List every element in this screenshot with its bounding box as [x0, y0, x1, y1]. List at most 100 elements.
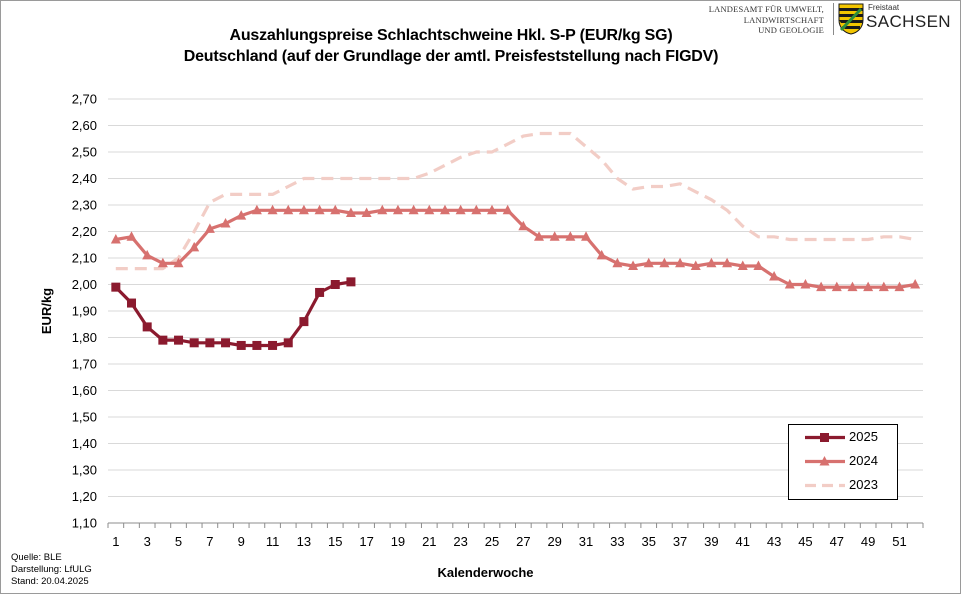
data-point-2024 — [581, 231, 592, 241]
state-label-small: Freistaat — [868, 3, 900, 12]
x-axis-title: Kalenderwoche — [437, 565, 533, 580]
data-point-2024 — [377, 204, 388, 215]
agency-logo-text: LANDESAMT FÜR UMWELT, LANDWIRTSCHAFT UND… — [664, 4, 824, 36]
data-point-2024 — [142, 249, 153, 260]
data-point-2025 — [189, 338, 199, 348]
x-tick-label: 3 — [144, 534, 151, 549]
y-tick-label: 2,50 — [72, 145, 97, 160]
data-point-2024 — [392, 204, 403, 215]
data-point-2024 — [910, 279, 921, 289]
saxony-crest-icon — [838, 3, 864, 35]
series-line-2024 — [115, 208, 916, 289]
data-point-2025 — [252, 340, 262, 350]
data-point-2024 — [204, 223, 215, 233]
data-point-2025 — [283, 338, 293, 348]
x-tick-label: 7 — [206, 534, 213, 549]
data-point-2024 — [314, 204, 325, 215]
x-tick-label: 27 — [516, 534, 530, 549]
data-point-2024 — [831, 281, 842, 292]
y-tick-label: 1,30 — [72, 463, 97, 478]
source-darstellung: Darstellung: LfULG — [11, 564, 92, 575]
data-point-2024 — [737, 260, 748, 270]
data-point-2024 — [847, 281, 858, 292]
data-point-2024 — [267, 204, 278, 215]
data-point-2024 — [534, 231, 545, 241]
agency-line-1: LANDESAMT FÜR UMWELT, — [708, 4, 824, 14]
data-point-2024 — [800, 279, 811, 289]
data-point-2025 — [315, 287, 325, 297]
legend-item-2025: 2025 — [789, 426, 897, 450]
y-axis-title: EUR/kg — [39, 288, 54, 334]
x-tick-label: 33 — [610, 534, 624, 549]
legend-swatch-2023 — [805, 483, 845, 488]
series-line-2025 — [114, 280, 352, 348]
chart-title-line1: Auszahlungspreise Schlachtschweine Hkl. … — [229, 27, 673, 44]
data-point-2024 — [220, 218, 231, 228]
x-tick-label: 41 — [736, 534, 750, 549]
x-tick-label: 47 — [830, 534, 844, 549]
data-point-2024 — [330, 204, 341, 215]
legend-label-2023: 2023 — [849, 477, 878, 492]
data-point-2024 — [361, 207, 372, 217]
data-point-2024 — [173, 257, 184, 268]
data-point-2024 — [345, 207, 356, 217]
legend-label-2025: 2025 — [849, 429, 878, 444]
x-tick-label: 37 — [673, 534, 687, 549]
x-tick-label: 17 — [359, 534, 373, 549]
x-tick-label: 31 — [579, 534, 593, 549]
data-point-2024 — [596, 249, 607, 260]
legend-swatch-2024 — [805, 456, 845, 466]
data-point-2024 — [298, 204, 309, 215]
y-tick-label: 1,40 — [72, 436, 97, 451]
data-point-2024 — [157, 257, 168, 268]
x-tick-label: 25 — [485, 534, 499, 549]
data-point-2024 — [110, 233, 121, 244]
data-point-2025 — [205, 338, 215, 348]
logo-divider — [833, 3, 834, 35]
data-point-2024 — [486, 204, 497, 215]
data-point-2024 — [628, 260, 639, 270]
y-tick-label: 2,60 — [72, 118, 97, 133]
data-point-2024 — [612, 257, 623, 268]
data-point-2024 — [283, 204, 294, 215]
data-point-2025 — [299, 317, 309, 327]
state-label-big: SACHSEN — [866, 12, 951, 31]
y-tick-label: 2,00 — [72, 277, 97, 292]
data-point-2024 — [675, 257, 686, 268]
data-point-2024 — [659, 257, 670, 268]
data-point-2024 — [455, 204, 466, 215]
data-point-2024 — [408, 204, 419, 215]
data-point-2024 — [722, 257, 733, 268]
y-tick-label: 1,70 — [72, 357, 97, 372]
y-tick-label: 2,40 — [72, 171, 97, 186]
chart-title-line2: Deutschland (auf der Grundlage der amtl.… — [183, 48, 719, 65]
y-tick-label: 1,60 — [72, 383, 97, 398]
data-point-2025 — [330, 280, 340, 289]
y-tick-label: 2,30 — [72, 198, 97, 213]
data-point-2025 — [268, 340, 278, 350]
legend-item-2024: 2024 — [789, 450, 897, 474]
x-tick-label: 23 — [453, 534, 467, 549]
legend-swatch-2025 — [805, 433, 845, 442]
y-tick-label: 2,70 — [72, 92, 97, 107]
y-tick-label: 1,50 — [72, 410, 97, 425]
y-tick-label: 2,10 — [72, 251, 97, 266]
x-tick-label: 19 — [391, 534, 405, 549]
x-tick-label: 11 — [266, 534, 280, 549]
x-tick-label: 51 — [892, 534, 906, 549]
data-point-2024 — [894, 281, 905, 292]
data-point-2024 — [471, 204, 482, 215]
legend-label-2024: 2024 — [849, 453, 878, 468]
data-point-2024 — [706, 257, 717, 268]
data-point-2024 — [518, 220, 529, 231]
chart-title: Auszahlungspreise Schlachtschweine Hkl. … — [101, 25, 801, 67]
data-point-2024 — [753, 260, 764, 270]
series-line-2023 — [115, 131, 916, 271]
data-point-2024 — [690, 260, 701, 270]
data-point-2025 — [127, 298, 137, 308]
y-tick-label: 1,80 — [72, 330, 97, 345]
data-point-2024 — [251, 204, 262, 215]
data-point-2025 — [346, 277, 356, 287]
